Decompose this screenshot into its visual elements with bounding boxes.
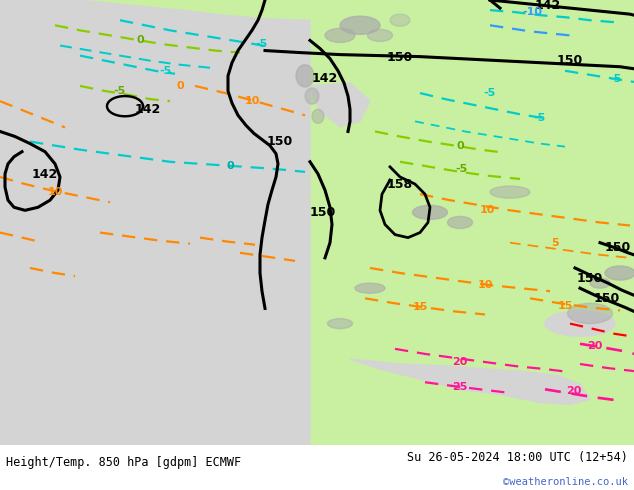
Text: 5: 5 xyxy=(551,238,559,247)
Text: -5: -5 xyxy=(534,113,546,123)
Text: -5: -5 xyxy=(159,66,171,76)
Text: Su 26-05-2024 18:00 UTC (12+54): Su 26-05-2024 18:00 UTC (12+54) xyxy=(407,451,628,464)
Ellipse shape xyxy=(590,278,610,288)
Text: 10: 10 xyxy=(48,187,63,197)
Text: 150: 150 xyxy=(267,135,293,148)
Text: 142: 142 xyxy=(312,73,338,85)
Text: 142: 142 xyxy=(135,103,161,116)
Text: 142: 142 xyxy=(535,0,561,12)
Text: 150: 150 xyxy=(557,54,583,67)
Text: ©weatheronline.co.uk: ©weatheronline.co.uk xyxy=(503,477,628,487)
Text: 15: 15 xyxy=(557,301,573,311)
Ellipse shape xyxy=(296,65,314,87)
Text: 0: 0 xyxy=(136,35,144,46)
Text: 0: 0 xyxy=(226,161,234,171)
Ellipse shape xyxy=(605,266,634,280)
Text: 10: 10 xyxy=(477,280,493,290)
Text: -5: -5 xyxy=(114,86,126,96)
Text: 0: 0 xyxy=(456,141,464,150)
Polygon shape xyxy=(0,0,310,445)
Text: 150: 150 xyxy=(605,241,631,254)
Ellipse shape xyxy=(355,283,385,293)
Text: -5: -5 xyxy=(456,164,468,174)
Ellipse shape xyxy=(15,49,35,62)
Ellipse shape xyxy=(390,14,410,26)
Polygon shape xyxy=(350,359,590,404)
Ellipse shape xyxy=(8,21,63,44)
Text: 20: 20 xyxy=(452,357,468,367)
Ellipse shape xyxy=(340,16,380,34)
Text: 142: 142 xyxy=(32,169,58,181)
Text: 150: 150 xyxy=(310,206,336,219)
Polygon shape xyxy=(310,0,634,445)
Text: 0: 0 xyxy=(176,81,184,91)
Text: -10: -10 xyxy=(522,7,542,17)
Text: -5: -5 xyxy=(256,40,268,49)
Text: 15: 15 xyxy=(412,302,428,313)
Text: 10: 10 xyxy=(244,96,260,106)
Polygon shape xyxy=(0,0,310,20)
Text: 20: 20 xyxy=(566,386,581,396)
Ellipse shape xyxy=(448,217,472,228)
Text: 150: 150 xyxy=(387,51,413,64)
Ellipse shape xyxy=(312,109,324,123)
Text: 20: 20 xyxy=(587,341,603,351)
Ellipse shape xyxy=(39,58,57,68)
Ellipse shape xyxy=(183,30,198,41)
Text: -5: -5 xyxy=(609,74,621,84)
Ellipse shape xyxy=(545,311,615,336)
Ellipse shape xyxy=(490,186,530,198)
Text: 10: 10 xyxy=(479,205,495,215)
Ellipse shape xyxy=(567,303,612,323)
Ellipse shape xyxy=(305,88,319,104)
Text: 150: 150 xyxy=(594,292,620,305)
Ellipse shape xyxy=(413,205,448,220)
Text: 150: 150 xyxy=(577,271,603,285)
Text: Height/Temp. 850 hPa [gdpm] ECMWF: Height/Temp. 850 hPa [gdpm] ECMWF xyxy=(6,456,242,468)
Text: 25: 25 xyxy=(452,382,468,392)
Polygon shape xyxy=(310,83,370,126)
Ellipse shape xyxy=(368,29,392,42)
Ellipse shape xyxy=(325,28,355,43)
Text: -5: -5 xyxy=(484,88,496,98)
Ellipse shape xyxy=(328,318,353,329)
Text: 158: 158 xyxy=(387,177,413,191)
